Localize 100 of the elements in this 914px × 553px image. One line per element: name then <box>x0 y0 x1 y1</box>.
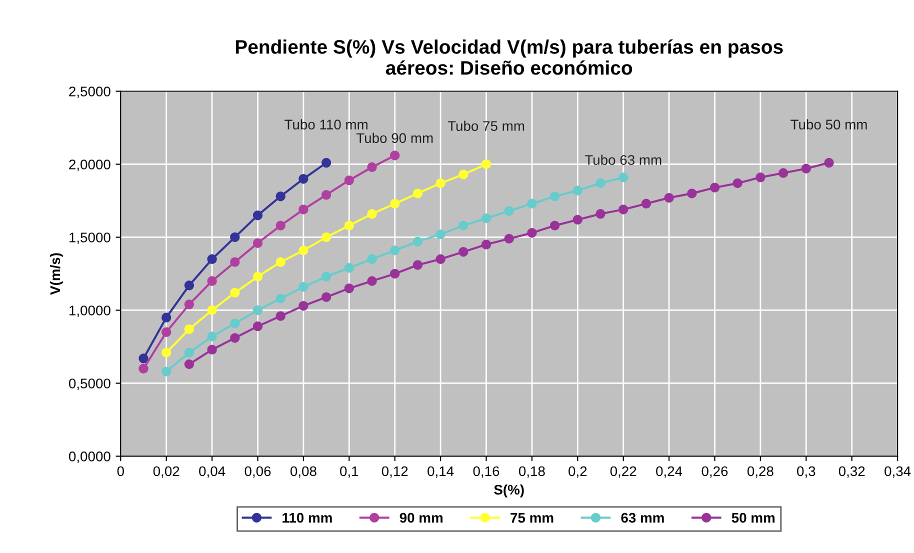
point <box>527 198 537 209</box>
point <box>321 190 332 200</box>
point <box>710 182 720 192</box>
point <box>481 213 492 224</box>
point <box>550 220 560 230</box>
point <box>344 220 354 230</box>
point <box>572 214 583 225</box>
point <box>276 192 286 202</box>
y-tick-label: 2,0000 <box>69 160 110 172</box>
point <box>321 232 332 242</box>
point <box>230 257 240 267</box>
point <box>276 257 286 267</box>
legend-label: 90 mm <box>400 512 442 523</box>
point <box>252 210 263 220</box>
point <box>412 236 423 246</box>
point <box>252 238 263 248</box>
point <box>298 282 308 292</box>
point <box>550 192 560 202</box>
x-tick-label: 0,24 <box>656 466 682 478</box>
x-tick-label: 0,06 <box>244 466 271 478</box>
legend-label: 110 mm <box>282 512 332 523</box>
point <box>161 327 172 337</box>
x-tick-label: 0,18 <box>518 466 545 478</box>
point <box>184 324 194 334</box>
x-tick-label: 0,34 <box>884 466 911 478</box>
point <box>344 283 354 294</box>
point <box>504 206 514 216</box>
point <box>207 332 217 342</box>
point <box>618 172 628 182</box>
point <box>436 178 446 188</box>
point <box>687 188 697 198</box>
annotation: Tubo 63 mm <box>584 154 662 165</box>
annotation: Tubo 90 mm <box>356 132 433 144</box>
point <box>572 186 583 196</box>
point <box>321 292 332 302</box>
point <box>641 198 652 209</box>
x-tick-label: 0,08 <box>290 466 316 478</box>
point <box>344 263 354 273</box>
point <box>298 246 308 256</box>
point <box>298 174 308 184</box>
point <box>481 159 492 170</box>
point <box>436 229 446 240</box>
chart-title: Pendiente S(%) Vs Velocidad V(m/s) para tuberías en pasos aéreos: Diseño económico <box>236 39 783 75</box>
point <box>230 288 240 298</box>
x-tick-label: 0,28 <box>747 466 774 478</box>
point <box>390 246 400 256</box>
point <box>207 344 217 355</box>
x-tick-label: 0,2 <box>568 466 587 478</box>
y-tick-label: 0,0000 <box>68 452 110 464</box>
point <box>527 228 537 238</box>
point <box>138 364 148 374</box>
x-tick-label: 0,26 <box>702 466 728 478</box>
point <box>252 321 263 332</box>
x-tick-label: 0,14 <box>428 466 454 478</box>
point <box>184 348 194 358</box>
legend-label: 63 mm <box>621 512 664 523</box>
point <box>161 312 172 322</box>
point <box>184 280 194 290</box>
point <box>276 220 286 230</box>
point <box>664 192 674 203</box>
point <box>367 162 377 172</box>
point <box>184 359 194 370</box>
point <box>504 234 514 244</box>
point <box>596 209 606 219</box>
x-tick-label: 0 <box>117 466 124 476</box>
point <box>161 348 172 358</box>
point <box>298 300 308 311</box>
point <box>276 294 286 304</box>
x-tick-label: 0,16 <box>473 466 500 478</box>
point <box>412 260 423 270</box>
point <box>412 188 423 198</box>
x-tick-label: 0,04 <box>199 466 226 478</box>
point <box>824 158 834 168</box>
point <box>184 300 194 310</box>
point <box>618 204 628 214</box>
point <box>252 305 263 316</box>
point <box>481 240 492 250</box>
point <box>778 168 788 178</box>
point <box>207 305 217 316</box>
point <box>207 254 217 264</box>
point <box>298 204 308 214</box>
point <box>321 158 332 168</box>
x-tick-label: 0,02 <box>153 466 180 478</box>
point <box>367 276 377 286</box>
point <box>252 272 263 282</box>
point <box>596 178 606 188</box>
point <box>390 198 400 209</box>
point <box>458 170 468 180</box>
point <box>344 175 354 186</box>
point <box>367 209 377 219</box>
point <box>756 172 766 182</box>
y-axis-title: V(m/s) <box>50 253 63 295</box>
legend-label: 50 mm <box>732 512 775 523</box>
x-tick-label: 0,3 <box>797 466 816 478</box>
point <box>276 311 286 321</box>
point <box>230 333 240 343</box>
point <box>230 232 240 242</box>
y-tick-label: 2,5000 <box>69 86 110 98</box>
point <box>458 220 468 230</box>
x-tick-label: 0,22 <box>610 466 636 478</box>
